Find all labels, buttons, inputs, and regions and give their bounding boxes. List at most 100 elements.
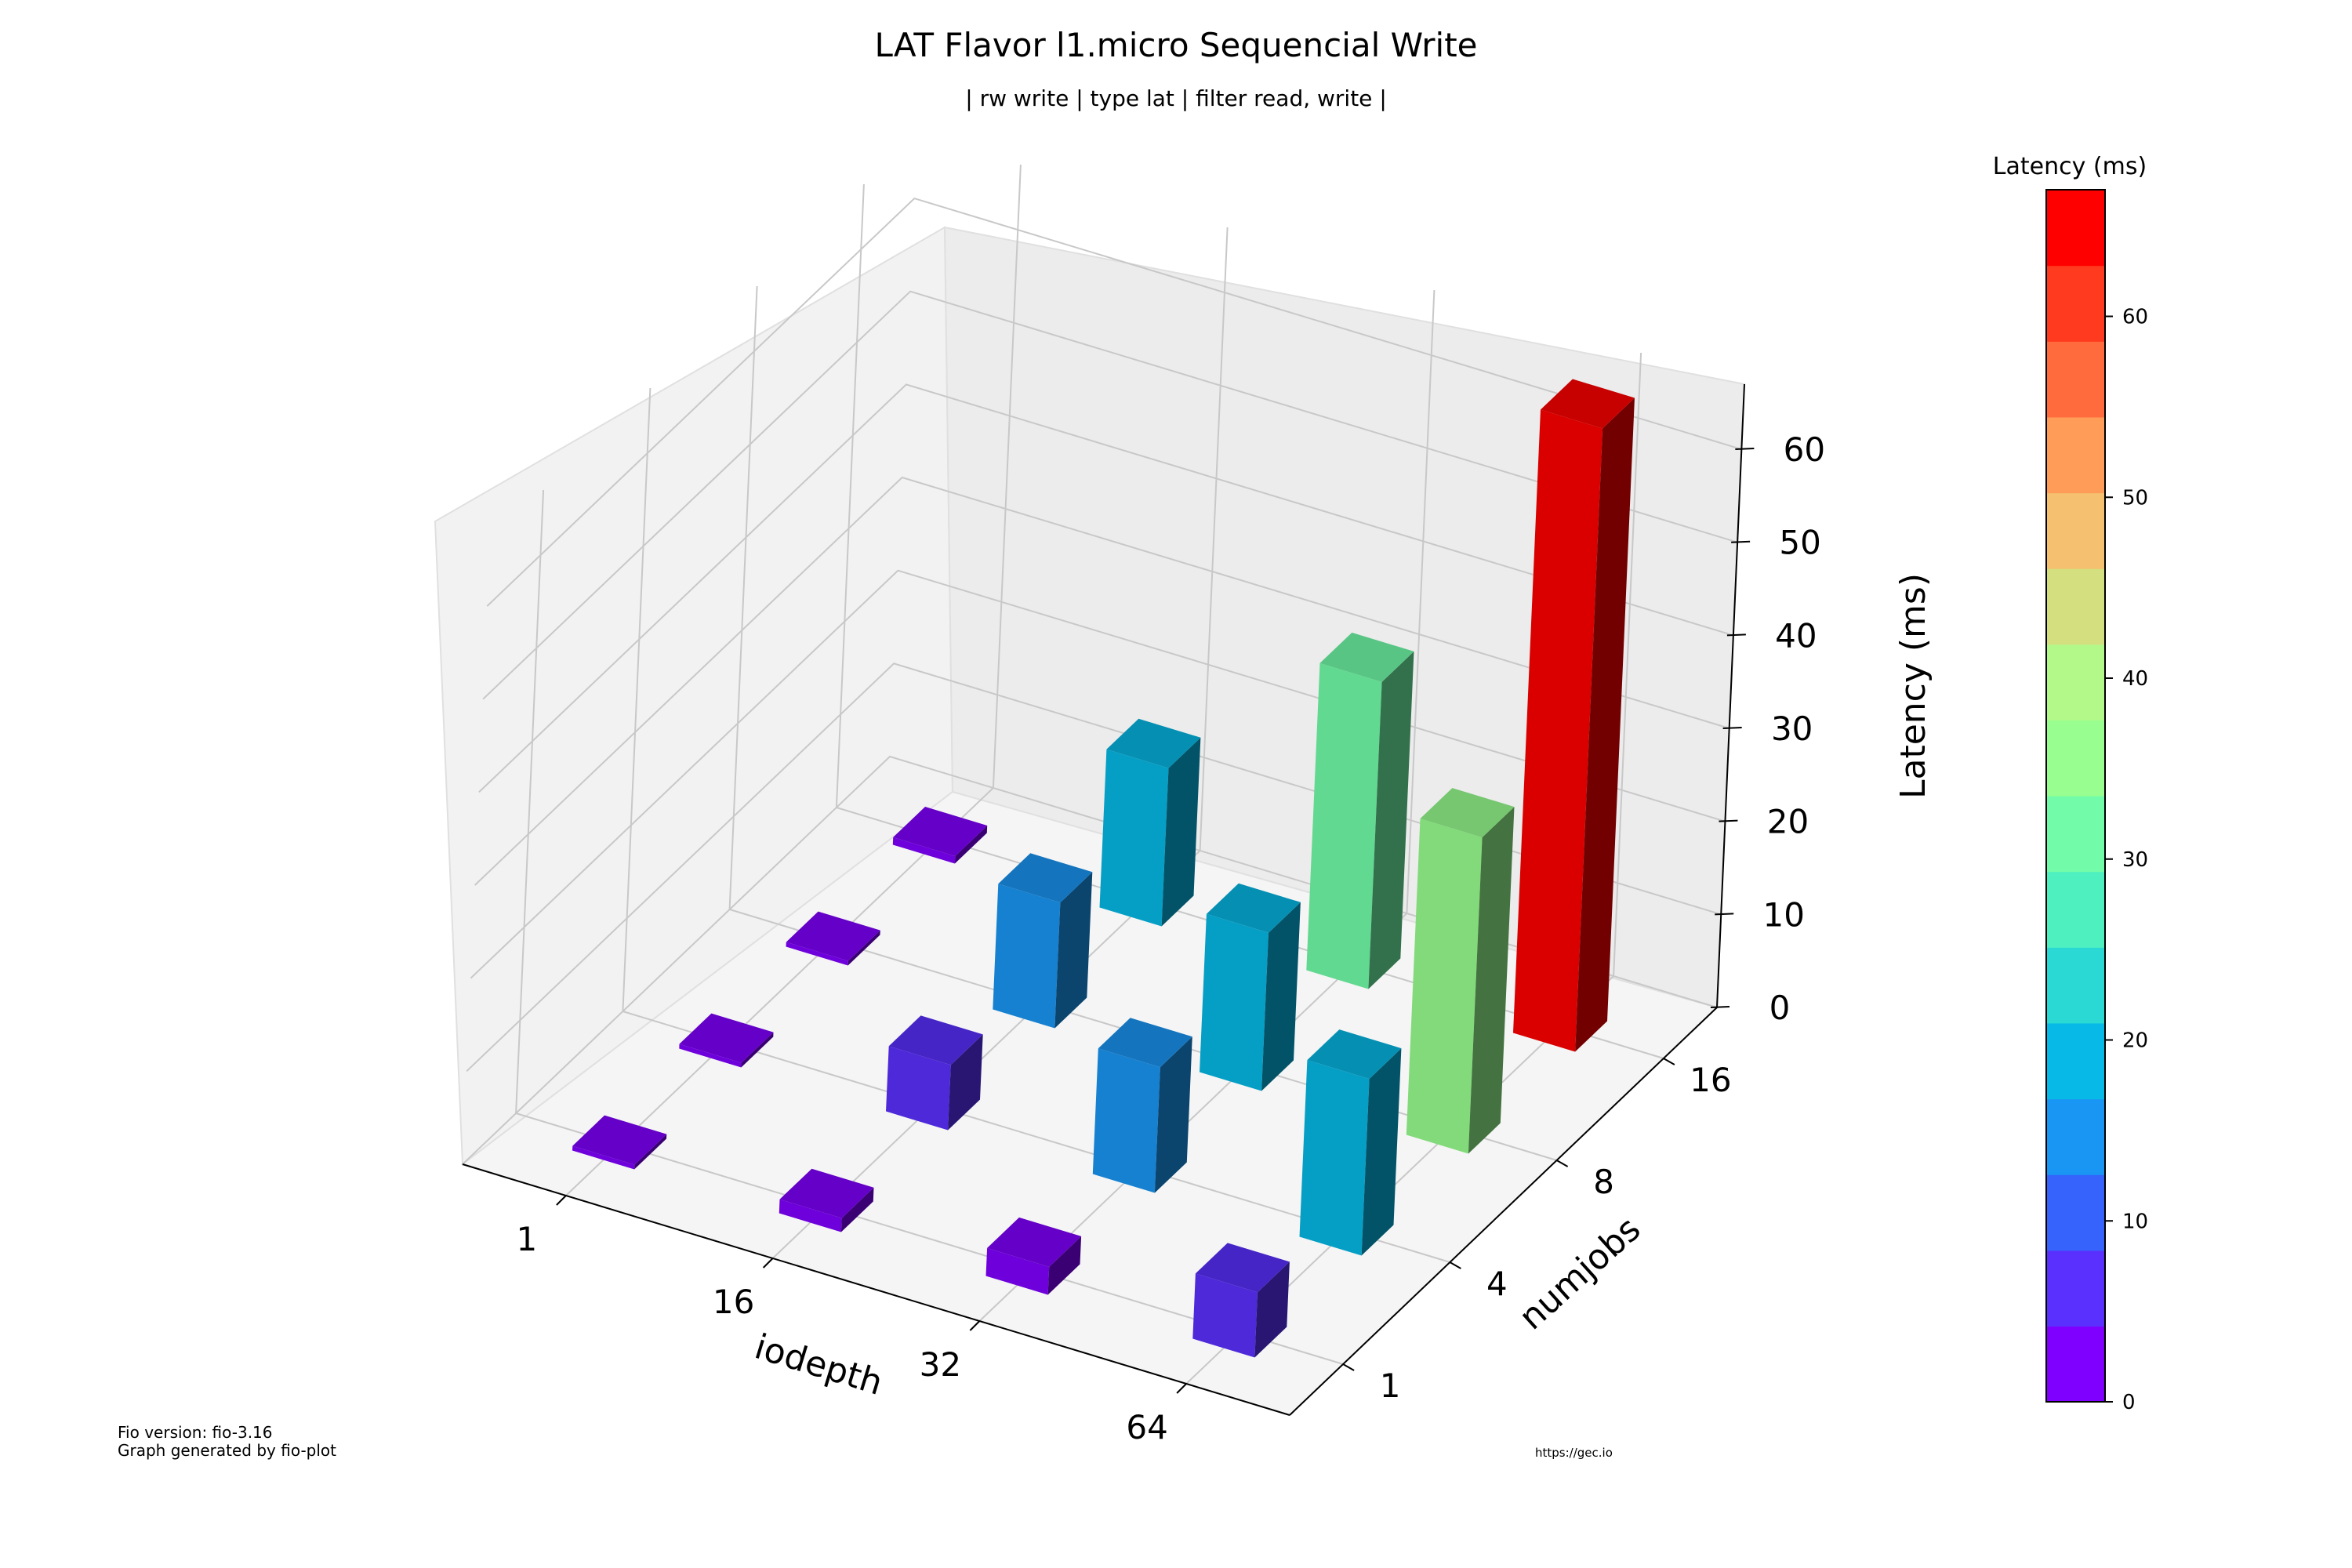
- chart-subtitle: | rw write | type lat | filter read, wri…: [965, 85, 1387, 111]
- bar-side-face: [840, 1187, 874, 1232]
- latency-tick: [1719, 819, 1738, 822]
- colorbar-level: [2046, 1022, 2105, 1100]
- bar-side-face: [1154, 1036, 1192, 1193]
- bar-side-face: [948, 1034, 983, 1131]
- bar-front-face: [1192, 1273, 1258, 1358]
- colorbar-level: [2046, 416, 2105, 494]
- grid-line-x: [1185, 352, 1642, 1385]
- colorbar-frame: [2045, 189, 2106, 1403]
- bars: [572, 379, 1635, 1358]
- numjobs-tick-label: 8: [1593, 1163, 1614, 1201]
- bar-side-face: [1361, 1048, 1402, 1256]
- grid-line-z: [470, 569, 1726, 979]
- colorbar: 0 10 20 30 40 50 60: [2045, 189, 2148, 1414]
- colorbar-tick-label: 30: [2122, 848, 2148, 872]
- bar-top-face: [998, 853, 1093, 903]
- generated-by-text: Graph generated by fio-plot: [118, 1441, 336, 1460]
- latency-tick: [1726, 633, 1746, 637]
- source-url-text: https://gec.io: [1535, 1446, 1613, 1460]
- bar-side-face: [1054, 872, 1093, 1029]
- axis-lines: [462, 383, 1745, 1416]
- iodepth-tick-label: 16: [713, 1283, 754, 1321]
- colorbar-level: [2046, 1326, 2105, 1403]
- bar-front-face: [1099, 749, 1169, 927]
- grid-line-y: [515, 489, 1344, 1365]
- bar-top-face: [1195, 1243, 1290, 1293]
- bar-iodepth-32-numjobs-16: [1306, 632, 1414, 989]
- iodepth-axis-label: iodepth: [750, 1327, 887, 1403]
- bar-top-face: [779, 1168, 874, 1218]
- colorbar-level: [2046, 947, 2105, 1024]
- bar-top-face: [1307, 1029, 1402, 1080]
- latency-axis-line: [1716, 383, 1745, 1008]
- bar-side-face: [1468, 807, 1515, 1154]
- iodepth-tick-label: 64: [1126, 1408, 1167, 1446]
- iodepth-tick: [969, 1320, 981, 1331]
- bar-front-face: [993, 884, 1061, 1029]
- latency-tick-label: 0: [1769, 989, 1791, 1027]
- colorbar-level: [2046, 644, 2105, 720]
- bar-iodepth-16-numjobs-16: [1099, 718, 1201, 927]
- numjobs-axis-line: [1289, 1007, 1718, 1416]
- bar-front-face: [1092, 1048, 1160, 1193]
- colorbar-level: [2046, 720, 2105, 797]
- bar-front-face: [1306, 662, 1382, 989]
- colorbar-tick-label: 10: [2122, 1210, 2148, 1233]
- bar-iodepth-16-numjobs-1: [779, 1168, 874, 1232]
- colorbar-level: [2046, 265, 2105, 342]
- bar-iodepth-64-numjobs-1: [1192, 1243, 1290, 1358]
- bar-top-face: [1420, 788, 1515, 838]
- bar-top-face: [1319, 632, 1414, 682]
- bar-side-face: [1047, 1236, 1082, 1295]
- numjobs-tick: [1449, 1261, 1461, 1269]
- bar-front-face: [679, 1044, 742, 1068]
- grid-line-z: [474, 476, 1730, 886]
- bar-iodepth-1-numjobs-16: [892, 807, 988, 864]
- bar-iodepth-32-numjobs-8: [1200, 883, 1301, 1091]
- bar-iodepth-16-numjobs-8: [993, 853, 1093, 1029]
- latency-tick: [1715, 913, 1734, 916]
- bar-iodepth-64-numjobs-4: [1299, 1029, 1402, 1256]
- bar-side-face: [1575, 397, 1635, 1052]
- grid-line-z: [486, 197, 1742, 607]
- bar-side-face: [1254, 1261, 1290, 1358]
- colorbar-tick-label: 40: [2122, 667, 2148, 691]
- grid-line-x: [978, 289, 1436, 1322]
- numjobs-tick-label: 1: [1380, 1367, 1401, 1405]
- bar-side-face: [954, 826, 988, 864]
- bar-front-face: [1200, 913, 1269, 1091]
- bar-top-face: [888, 1015, 983, 1065]
- bar-iodepth-16-numjobs-4: [886, 1015, 983, 1131]
- bar-front-face: [779, 1199, 842, 1232]
- bar-front-face: [786, 942, 848, 966]
- colorbar-tick-label: 50: [2122, 486, 2148, 510]
- numjobs-tick-label: 16: [1690, 1061, 1731, 1099]
- colorbar-level: [2046, 1174, 2105, 1251]
- numjobs-tick: [1556, 1160, 1569, 1167]
- latency-tick-label: 20: [1767, 803, 1809, 841]
- iodepth-tick: [1176, 1383, 1187, 1394]
- bar-top-face: [1541, 379, 1635, 429]
- bar-side-face: [634, 1134, 667, 1170]
- bar-top-face: [893, 807, 988, 856]
- bar-side-face: [1368, 651, 1414, 989]
- bar-front-face: [1513, 409, 1603, 1052]
- bar-side-face: [1161, 737, 1201, 927]
- latency-tick-label: 50: [1779, 524, 1820, 562]
- bar-top-face: [679, 1013, 774, 1063]
- colorbar-level: [2046, 796, 2105, 873]
- bar-front-face: [886, 1046, 951, 1131]
- grid-lines: [462, 164, 1742, 1385]
- numjobs-tick: [1342, 1363, 1355, 1371]
- bar-top-face: [786, 911, 880, 961]
- fio-version-text: Fio version: fio-3.16: [118, 1423, 273, 1442]
- latency-tick: [1731, 540, 1751, 543]
- grid-line-x: [771, 227, 1229, 1259]
- bar-top-face: [572, 1115, 667, 1165]
- iodepth-tick-label: 32: [920, 1345, 961, 1384]
- bar-front-face: [1406, 818, 1483, 1154]
- bar-iodepth-64-numjobs-8: [1406, 788, 1515, 1154]
- bar-iodepth-32-numjobs-1: [985, 1217, 1082, 1295]
- numjobs-tick: [1663, 1058, 1675, 1065]
